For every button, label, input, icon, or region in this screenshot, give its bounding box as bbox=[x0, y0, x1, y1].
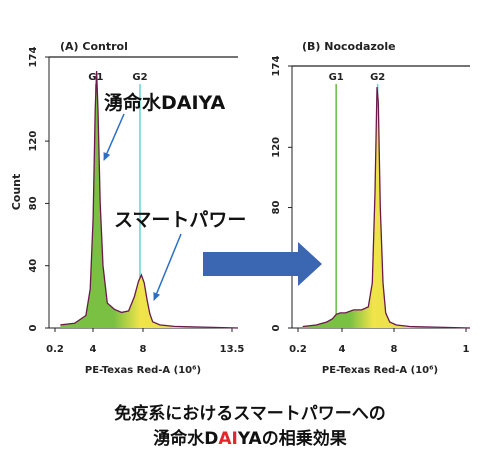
panel-a-y-tick-label: 174 bbox=[28, 47, 39, 68]
panel-b-x-tick-label: 8 bbox=[391, 344, 398, 355]
panel-a-y-tick-label: 40 bbox=[28, 259, 39, 273]
daiya-annotation: 湧命水DAIYA bbox=[104, 91, 225, 114]
figure-caption: 免疫系におけるスマートパワーへの 湧命水DAIYAの相乗効果 bbox=[0, 402, 500, 452]
panel-b-y-tick-label: 0 bbox=[271, 324, 282, 331]
panel-b-title: (B) Nocodazole bbox=[302, 40, 396, 53]
panel-b-y-tick-label: 120 bbox=[271, 137, 282, 158]
transition-arrow bbox=[203, 242, 322, 286]
panel-a-x-tick-label: 4 bbox=[90, 344, 97, 355]
caption-line-1: 免疫系におけるスマートパワーへの bbox=[114, 404, 386, 424]
caption-line-2-suffix: YAの相乗効果 bbox=[237, 429, 347, 449]
panel-a: (A) Control Count PE-Texas Red-A (10⁶) 0… bbox=[10, 40, 244, 376]
panel-b-y-tick-label: 80 bbox=[271, 201, 282, 215]
smart-power-annotation: スマートパワー bbox=[114, 209, 246, 231]
panel-b-gate-label-g2: G2 bbox=[370, 72, 385, 83]
panel-b-x-tick-label: 1 bbox=[463, 344, 470, 355]
panel-a-histogram-outline bbox=[60, 70, 239, 329]
panel-b-histogram-outline bbox=[302, 87, 471, 329]
caption-line-2-highlight: AI bbox=[218, 429, 238, 449]
panel-a-title: (A) Control bbox=[60, 40, 128, 53]
panel-b-x-tick-label: 0.2 bbox=[289, 344, 307, 355]
panel-b-gate-label-g1: G1 bbox=[329, 72, 344, 83]
panel-a-x-tick-label: 0.2 bbox=[46, 344, 64, 355]
panel-a-x-label: PE-Texas Red-A (10⁶) bbox=[85, 365, 201, 376]
caption-line-2-prefix: 湧命水D bbox=[153, 429, 219, 449]
daiya-callout-arrow bbox=[103, 113, 125, 161]
panel-b-x-tick-label: 4 bbox=[339, 344, 346, 355]
panel-a-x-tick-label: 8 bbox=[140, 344, 147, 355]
panel-a-y-tick-label: 0 bbox=[28, 324, 39, 331]
panel-a-y-tick-label: 120 bbox=[28, 131, 39, 152]
panel-b-histogram-fill bbox=[302, 87, 470, 328]
panel-a-y-label: Count bbox=[10, 174, 23, 211]
panel-a-gate-label-g2: G2 bbox=[132, 72, 147, 83]
panel-a-y-tick-label: 80 bbox=[28, 196, 39, 210]
panel-b: (B) Nocodazole PE-Texas Red-A (10⁶) 0408… bbox=[271, 40, 471, 376]
panel-a-x-tick-label: 13.5 bbox=[220, 344, 245, 355]
caption-line-2: 湧命水DAIYAの相乗効果 bbox=[0, 427, 500, 452]
smart-power-callout-arrow bbox=[153, 233, 182, 301]
panel-b-y-tick-label: 174 bbox=[271, 56, 282, 77]
panel-b-x-label: PE-Texas Red-A (10⁶) bbox=[322, 365, 438, 376]
panel-a-histogram-fill bbox=[60, 71, 238, 328]
